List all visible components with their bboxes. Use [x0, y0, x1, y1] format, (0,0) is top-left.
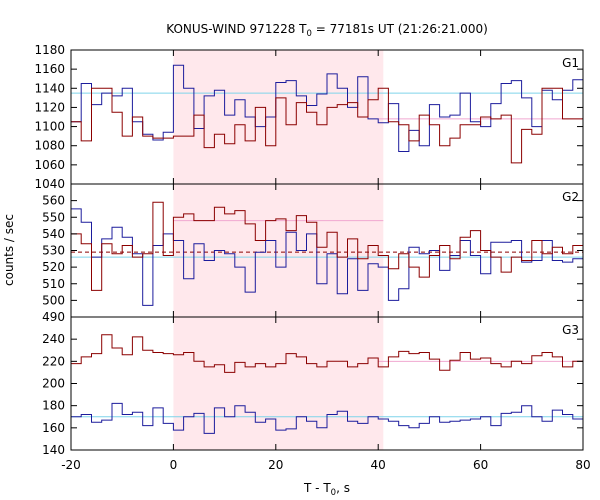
y-tick-label: 540	[42, 227, 65, 241]
x-tick-label: -20	[61, 458, 81, 472]
x-tick-label: 20	[268, 458, 283, 472]
panel-g1: 1040 1060 1080 1100 1120 1140 1160 1180 G1	[34, 43, 584, 191]
y-tick-label: 1160	[34, 62, 65, 76]
y-tick-label: 1140	[34, 81, 65, 95]
plot-area: 1040 1060 1080 1100 1120 1140 1160 1180 G1 490 500…	[34, 43, 590, 472]
panel-label: G1	[562, 56, 579, 70]
series-red-g3	[71, 334, 583, 373]
y-tick-label: 1040	[34, 177, 65, 191]
series-blue-g3	[71, 402, 583, 434]
y-tick-label: 1060	[34, 158, 65, 172]
chart-title: KONUS-WIND 971228 T0 = 77181s UT (21:26:…	[166, 22, 488, 39]
x-axis-label: T - T0, s	[303, 481, 350, 498]
series-red-g1	[71, 87, 583, 164]
y-tick-label: 530	[42, 244, 65, 258]
x-tick-label: 60	[473, 458, 488, 472]
x-tick-label: 80	[575, 458, 590, 472]
shaded-interval	[173, 50, 384, 184]
y-tick-label: 490	[42, 310, 65, 324]
y-tick-label: 550	[42, 210, 65, 224]
y-tick-label: 560	[42, 194, 65, 208]
x-tick-label: 0	[170, 458, 178, 472]
xlabel-subscript: 0	[331, 488, 336, 498]
y-tick-label: 500	[42, 293, 65, 307]
y-tick-label: 1120	[34, 100, 65, 114]
shaded-interval	[173, 184, 384, 317]
series-red-g2	[71, 201, 583, 291]
y-tick-label: 200	[42, 377, 65, 391]
y-tick-label: 1080	[34, 139, 65, 153]
panel-label: G2	[562, 190, 579, 204]
panel-g3: 140 160 180 200 220 240 G3	[42, 316, 584, 457]
y-tick-label: 1180	[34, 43, 65, 57]
y-tick-label: 520	[42, 260, 65, 274]
panel-label: G3	[562, 323, 579, 337]
y-tick-label: 220	[42, 354, 65, 368]
title-prefix: KONUS-WIND 971228 T	[166, 22, 307, 36]
y-tick-label: 240	[42, 332, 65, 346]
y-tick-label: 160	[42, 421, 65, 435]
xlabel-prefix: T - T	[303, 481, 331, 495]
xlabel-suffix: , s	[336, 481, 350, 495]
shaded-interval	[173, 317, 384, 450]
y-tick-label: 510	[42, 277, 65, 291]
x-tick-label: 40	[371, 458, 386, 472]
title-subscript: 0	[307, 29, 312, 39]
title-suffix: = 77181s UT (21:26:21.000)	[312, 22, 488, 36]
series-blue-g1	[71, 64, 583, 152]
y-tick-label: 1100	[34, 120, 65, 134]
y-tick-label: 180	[42, 399, 65, 413]
y-axis-label: counts / sec	[2, 214, 16, 286]
panel-g2: 490 500 510 520 530 540 550 560 G2	[42, 183, 584, 324]
y-tick-label: 140	[42, 443, 65, 457]
